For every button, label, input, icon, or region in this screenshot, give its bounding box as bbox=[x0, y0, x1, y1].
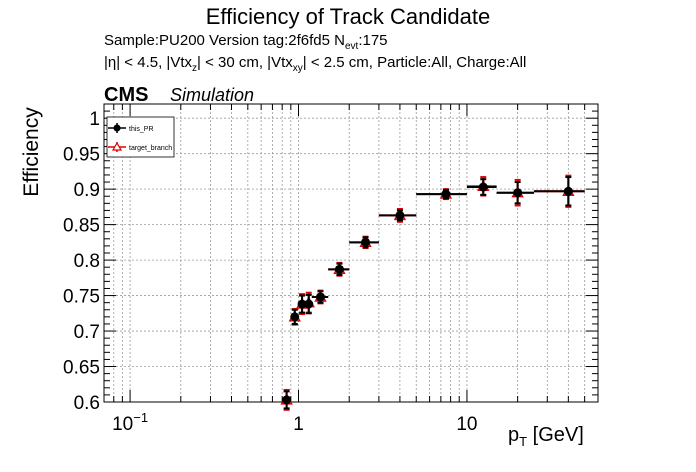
marker-circle bbox=[441, 189, 451, 199]
data-point bbox=[304, 293, 314, 315]
data-point bbox=[533, 176, 585, 207]
y-tick-label: 0.85 bbox=[63, 216, 100, 237]
marker-circle bbox=[361, 237, 371, 247]
selection-sub-xy: xy bbox=[292, 63, 303, 74]
legend-entry: this_PR bbox=[108, 123, 154, 133]
y-tick-label: 0.8 bbox=[74, 251, 100, 272]
x-axis-label: pT [GeV] bbox=[508, 424, 584, 449]
data-point bbox=[311, 290, 329, 304]
y-tick-label: 0.65 bbox=[63, 358, 100, 379]
legend-entry: target_branch bbox=[108, 141, 172, 152]
selection-sub-z: z bbox=[192, 63, 197, 74]
data-point bbox=[416, 188, 467, 200]
grid-lines bbox=[104, 104, 598, 403]
x-axis-label-sub: T bbox=[519, 434, 528, 449]
simulation-label: Simulation bbox=[170, 85, 255, 105]
selection-text-c: | < 2.5 cm, Particle:All, Charge:All bbox=[302, 54, 527, 71]
marker-circle bbox=[563, 186, 573, 196]
y-tick-label: 0.7 bbox=[74, 322, 100, 343]
selection-text-b: | < 30 cm, |Vtx bbox=[197, 54, 293, 71]
data-point bbox=[378, 209, 417, 222]
selection-info-line: |η| < 4.5, |Vtxz| < 30 cm, |Vtxxy| < 2.5… bbox=[104, 54, 526, 74]
legend-label: this_PR bbox=[129, 126, 154, 133]
marker-circle bbox=[478, 182, 488, 192]
x-tick-label: 10−1 bbox=[112, 410, 148, 435]
data-point bbox=[290, 308, 300, 325]
marker-circle bbox=[395, 210, 405, 220]
cms-label: CMS bbox=[104, 84, 149, 106]
series-target-branch bbox=[280, 174, 585, 411]
selection-text-a: |η| < 4.5, |Vtx bbox=[104, 54, 192, 71]
sample-info-count: :175 bbox=[358, 32, 388, 49]
chart-title: Efficiency of Track Candidate bbox=[205, 4, 491, 29]
y-tick-label: 0.95 bbox=[63, 145, 100, 166]
axis-ticks bbox=[104, 103, 598, 403]
y-tick-label: 0.9 bbox=[74, 180, 100, 201]
y-tick-label: 0.6 bbox=[74, 393, 100, 414]
legend-marker bbox=[111, 141, 123, 151]
x-axis-label-unit: [GeV] bbox=[527, 424, 584, 446]
series-this-PR bbox=[282, 176, 585, 410]
marker-circle bbox=[334, 264, 344, 274]
plot-frame bbox=[103, 103, 599, 403]
x-tick-label: 1 bbox=[293, 414, 304, 435]
sample-info-sub: evt bbox=[344, 41, 359, 52]
data-point bbox=[466, 178, 497, 196]
legend: this_PR target_branch bbox=[106, 116, 175, 158]
y-tick-label: 1 bbox=[89, 109, 100, 130]
marker-circle bbox=[304, 299, 314, 309]
x-tick-label: 10 bbox=[456, 414, 477, 435]
marker-circle bbox=[282, 395, 292, 405]
marker-circle bbox=[315, 292, 325, 302]
y-tick-label: 0.75 bbox=[63, 287, 100, 308]
data-point bbox=[328, 262, 350, 276]
x-axis-label-main: p bbox=[508, 424, 520, 446]
sample-info-line: Sample:PU200 Version tag:2f6fd5 Nevt:175 bbox=[104, 32, 388, 52]
marker-circle bbox=[297, 299, 307, 309]
legend-marker bbox=[113, 124, 121, 132]
legend-label: target_branch bbox=[129, 145, 172, 152]
data-point bbox=[349, 236, 379, 249]
data-point bbox=[496, 181, 534, 205]
marker-circle bbox=[513, 188, 523, 198]
data-point bbox=[282, 390, 292, 410]
sample-info-text: Sample:PU200 Version tag:2f6fd5 N bbox=[104, 32, 345, 49]
marker-circle bbox=[290, 312, 300, 322]
